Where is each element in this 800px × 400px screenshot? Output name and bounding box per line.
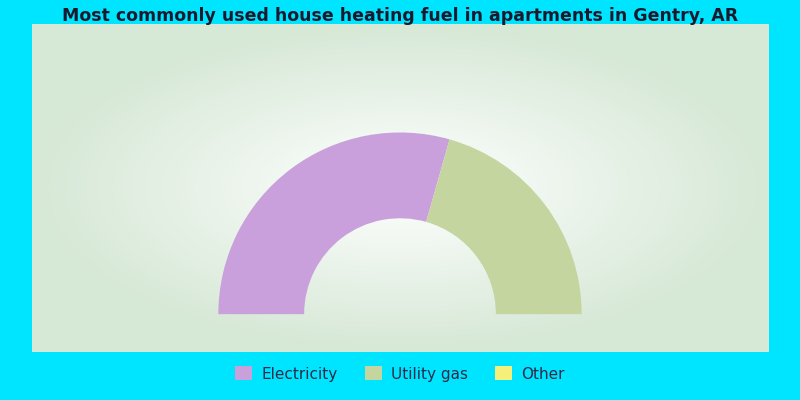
Legend: Electricity, Utility gas, Other: Electricity, Utility gas, Other xyxy=(229,361,571,388)
Wedge shape xyxy=(218,132,450,314)
Wedge shape xyxy=(426,139,582,314)
Text: Most commonly used house heating fuel in apartments in Gentry, AR: Most commonly used house heating fuel in… xyxy=(62,7,738,25)
